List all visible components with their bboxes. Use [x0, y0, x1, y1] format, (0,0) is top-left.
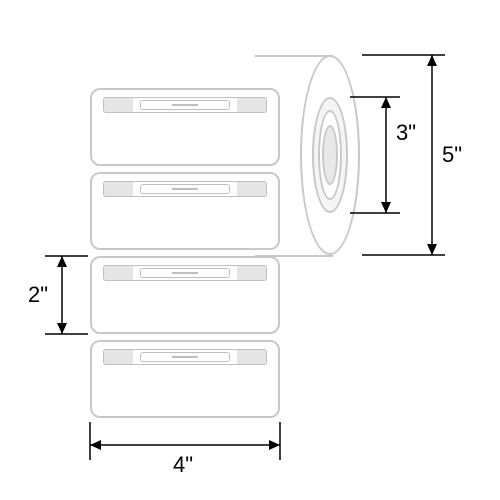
dim-roll-core: 3" [396, 120, 416, 146]
dim-roll-outer: 5" [442, 142, 462, 168]
label-roll-diagram: 2" 4" 5" 3" [0, 0, 500, 500]
dim-label-height: 2" [28, 282, 48, 308]
dim-label-width: 4" [173, 452, 193, 478]
dim-height-lines [0, 0, 500, 500]
